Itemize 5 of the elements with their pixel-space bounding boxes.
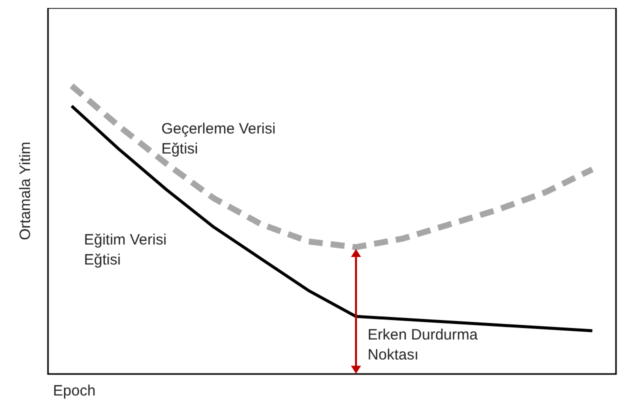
text: Eğitim Verisi Eğtisi (84, 232, 167, 269)
annotation: Erken Durdurma Noktası (368, 326, 478, 364)
x-axis-title: Epoch (53, 382, 96, 400)
series-label: Geçerleme Verisi Eğtisi (161, 120, 276, 158)
y-axis-title: Ortamala Yitim (17, 142, 34, 240)
